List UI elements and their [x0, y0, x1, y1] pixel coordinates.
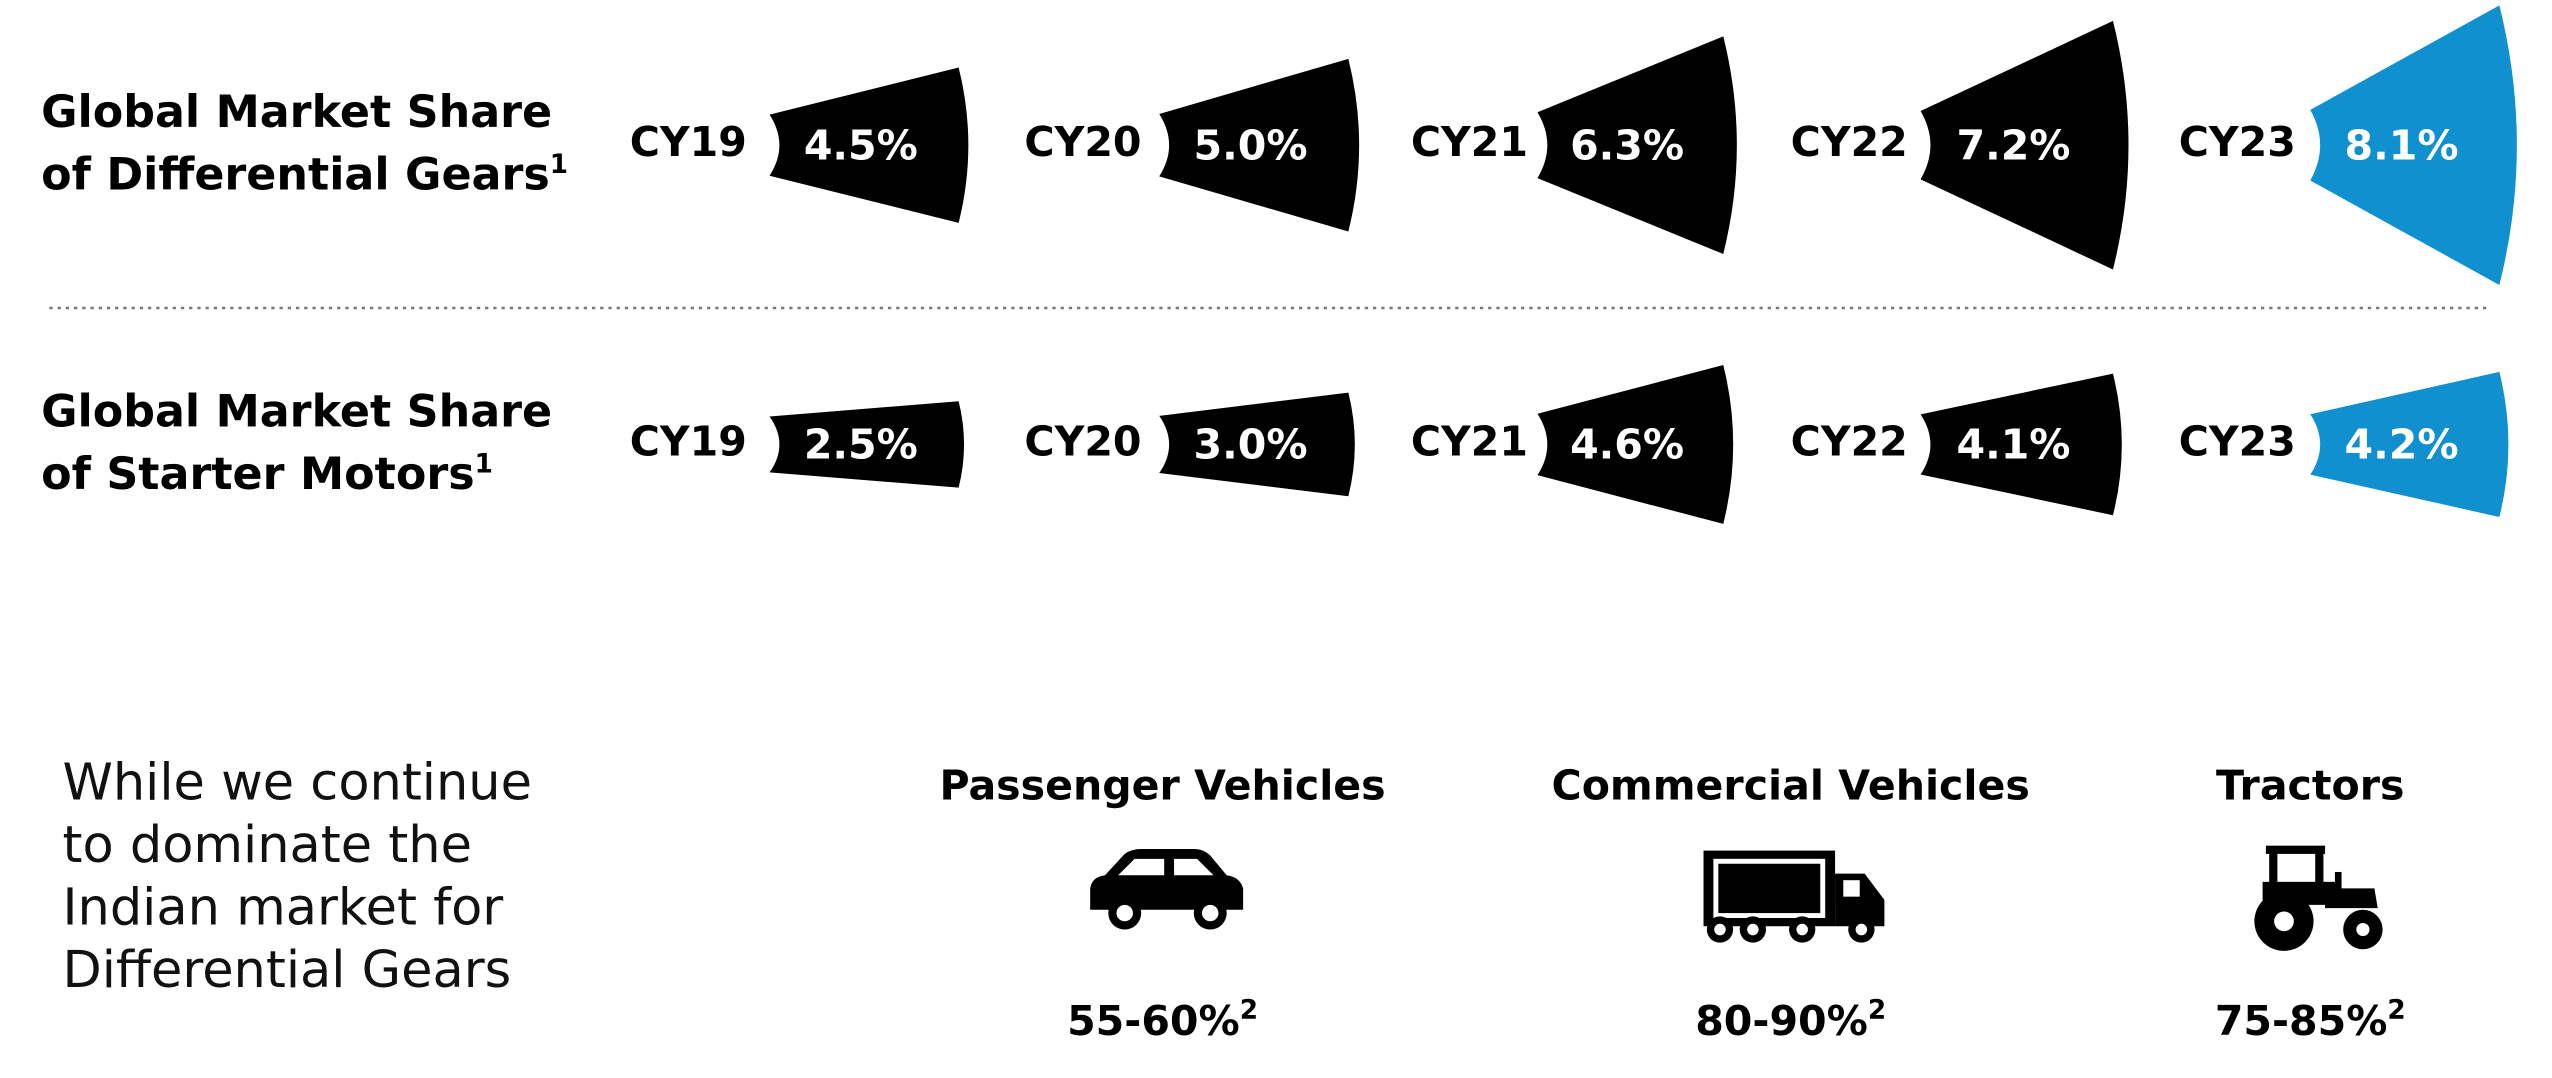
statement-line: to dominate the: [62, 816, 471, 875]
share-label: 3.0%: [1194, 421, 1308, 469]
share-label: 4.6%: [1570, 421, 1684, 469]
year-label: CY21: [1411, 118, 1528, 166]
statement-line: While we continue: [62, 754, 531, 813]
segment-share-value: 75-85%: [2215, 997, 2388, 1045]
year-label: CY20: [1024, 417, 1141, 465]
row-title-line: of Starter Motors: [41, 449, 475, 500]
truck-icon: [1703, 850, 1885, 943]
footnote-mark: 2: [2387, 995, 2405, 1025]
share-label: 4.2%: [2345, 421, 2459, 469]
row-title: of Differential Gears1: [41, 150, 568, 201]
footnote-mark: 1: [550, 150, 568, 180]
share-fan: [1159, 392, 1355, 497]
statement-line: Indian market for: [62, 879, 503, 938]
year-label: CY23: [2179, 417, 2296, 465]
share-label: 4.5%: [804, 121, 918, 169]
segment-name: Commercial Vehicles: [1552, 762, 2030, 810]
share-fan: [769, 67, 969, 223]
share-label: 8.1%: [2345, 121, 2459, 169]
tractor-icon: [2254, 845, 2383, 951]
segment-share: 55-60%2: [1067, 995, 1258, 1044]
share-fan: [1920, 20, 2129, 270]
row-title: of Starter Motors1: [41, 449, 493, 500]
share-fan: [1537, 36, 1737, 254]
year-label: CY22: [1791, 417, 1908, 465]
row-title-line: Global Market Share: [41, 386, 552, 437]
year-label: CY20: [1024, 118, 1141, 166]
car-icon: [1090, 848, 1244, 930]
row-title: Global Market Share: [41, 87, 552, 138]
statement-line: Differential Gears: [62, 941, 511, 1000]
share-fan: [769, 401, 965, 488]
segment-share: 75-85%2: [2215, 995, 2406, 1044]
row-title-line: Global Market Share: [41, 87, 552, 138]
row-title-line: of Differential Gears: [41, 150, 550, 201]
footnote-mark: 2: [1868, 995, 1886, 1025]
year-label: CY23: [2179, 118, 2296, 166]
segment-name: Passenger Vehicles: [939, 762, 1385, 810]
year-label: CY21: [1411, 417, 1528, 465]
share-fan: [2310, 371, 2509, 517]
share-label: 2.5%: [804, 421, 918, 469]
segment-share: 80-90%2: [1695, 995, 1886, 1044]
segment-share-value: 80-90%: [1695, 997, 1868, 1045]
share-fan: [1159, 58, 1360, 232]
footnote-mark: 1: [475, 449, 493, 479]
share-label: 6.3%: [1570, 121, 1684, 169]
share-fan: [1920, 373, 2122, 516]
share-label: 7.2%: [1956, 121, 2070, 169]
share-label: 4.1%: [1956, 421, 2070, 469]
year-label: CY19: [630, 417, 747, 465]
share-fan: [1537, 365, 1734, 524]
row-title: Global Market Share: [41, 386, 552, 437]
segment-name: Tractors: [2216, 762, 2404, 810]
segment-share-value: 55-60%: [1067, 997, 1240, 1045]
footnote-mark: 2: [1240, 995, 1258, 1025]
year-label: CY22: [1791, 118, 1908, 166]
share-fan: [2310, 5, 2517, 286]
year-label: CY19: [630, 118, 747, 166]
share-label: 5.0%: [1194, 121, 1308, 169]
